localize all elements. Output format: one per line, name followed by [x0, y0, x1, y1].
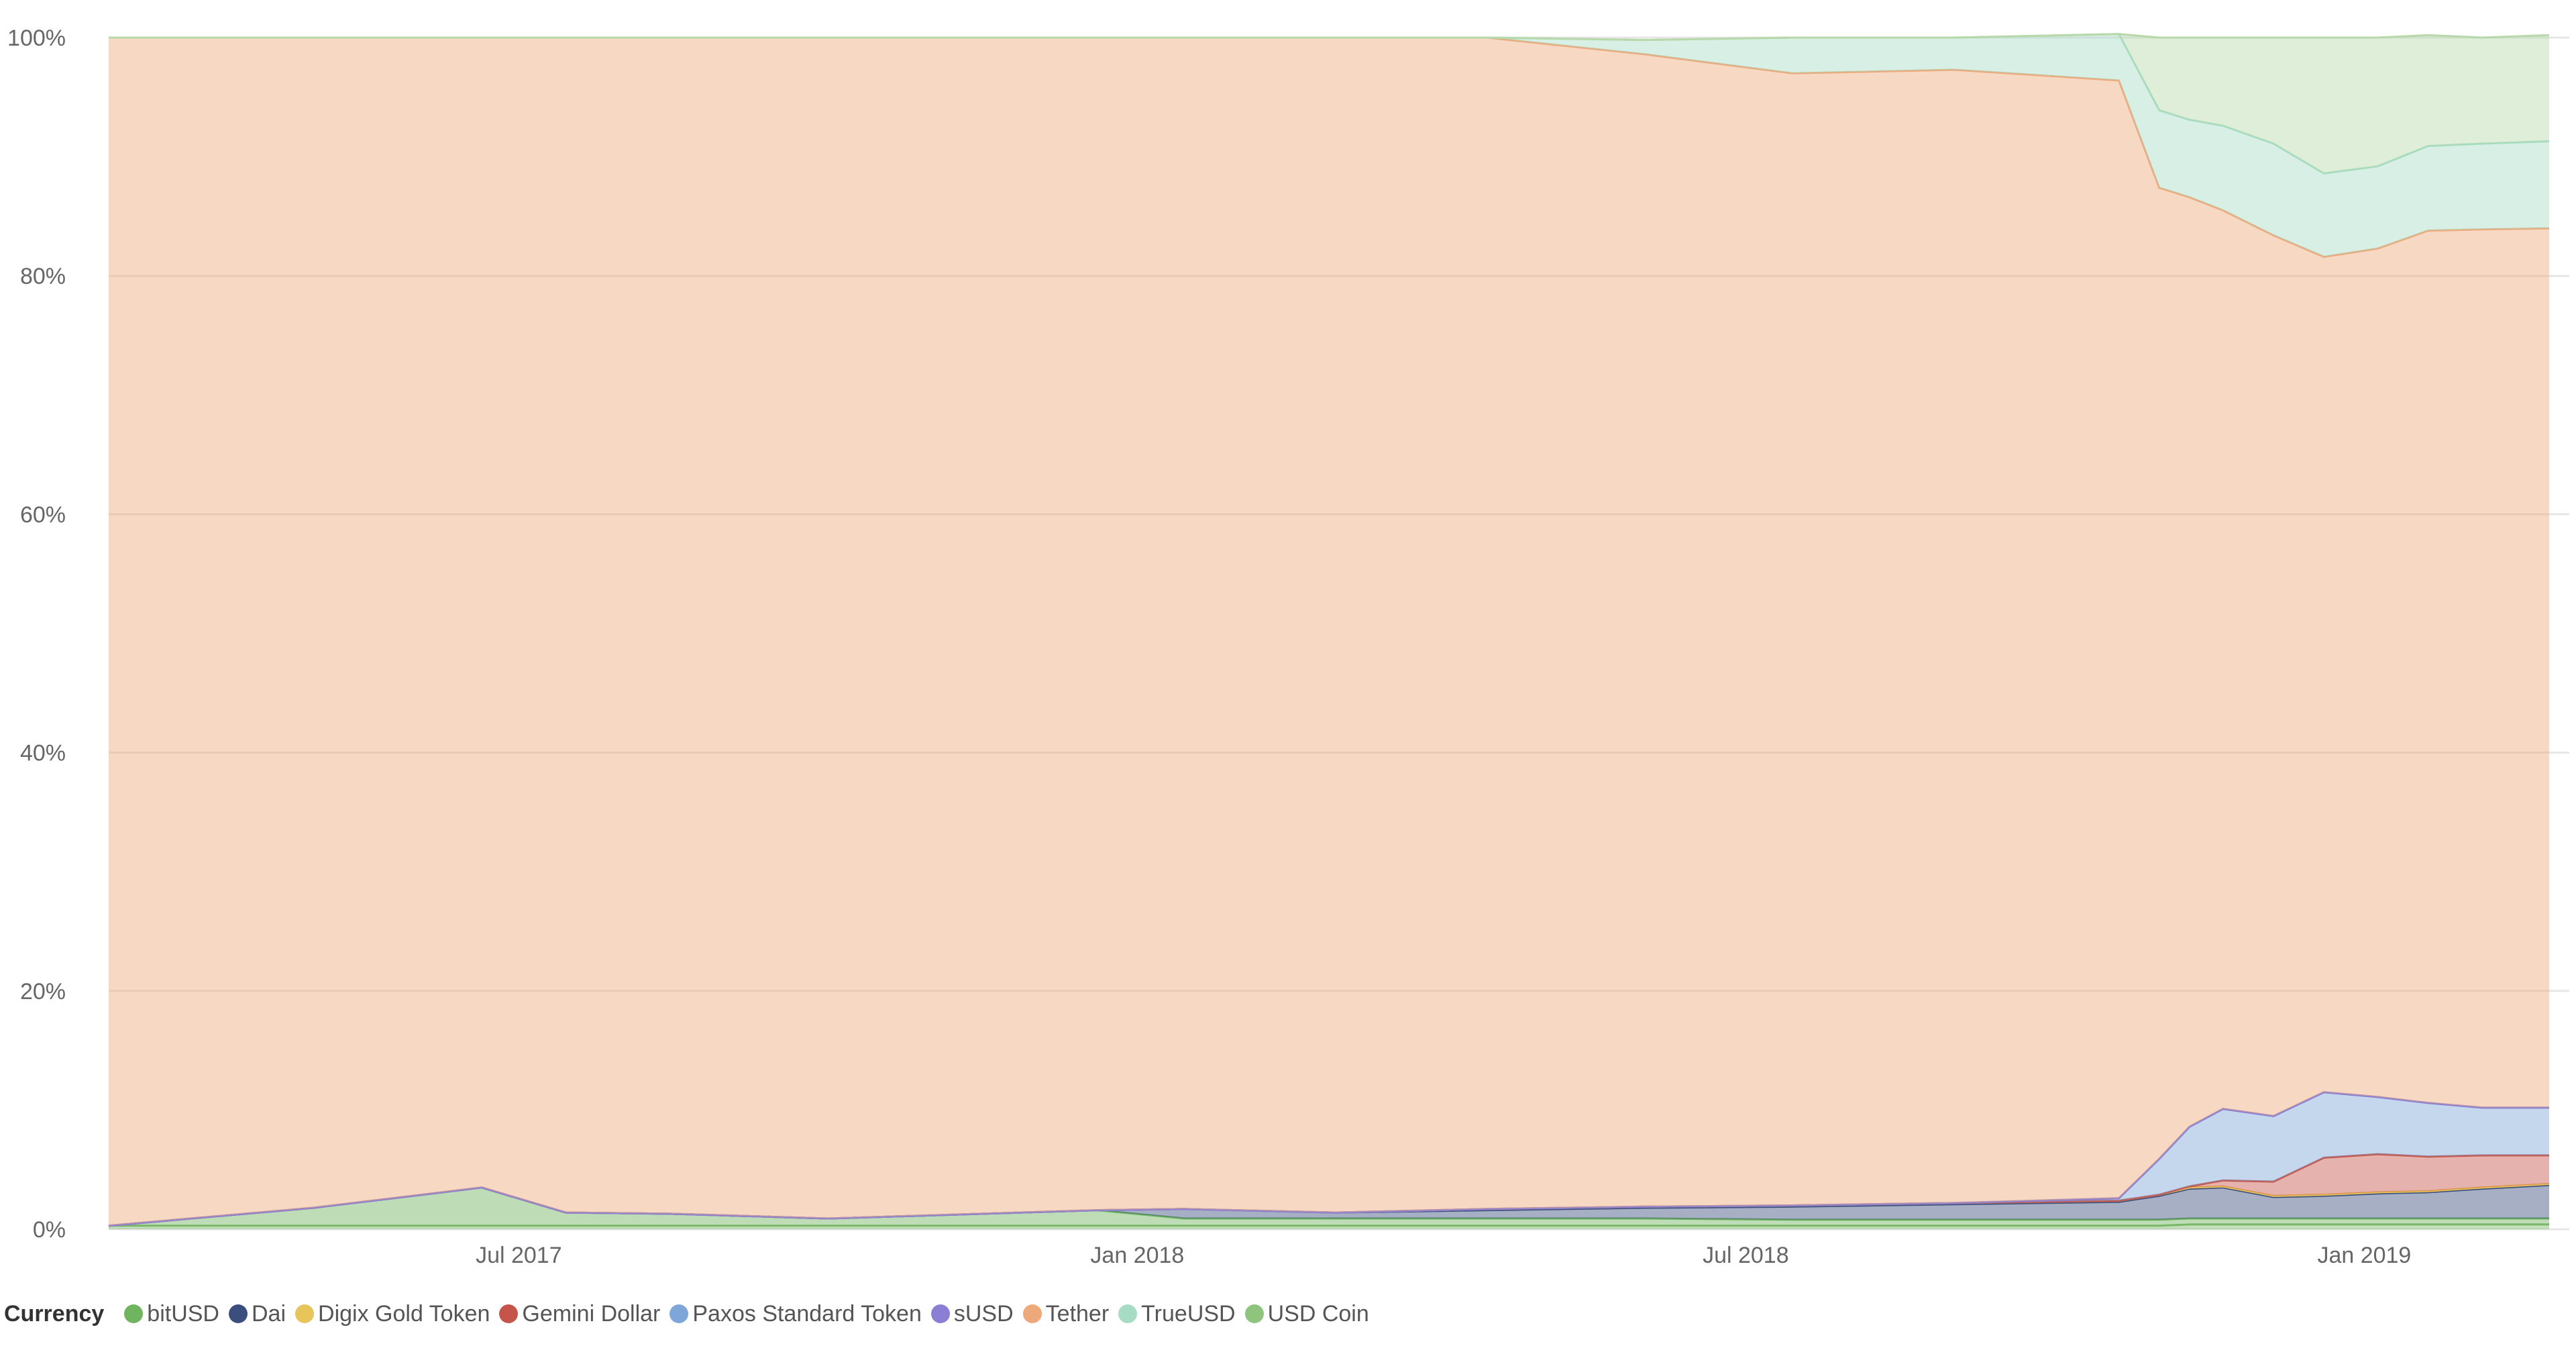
legend-item-paxos-standard-token[interactable]: Paxos Standard Token: [669, 1301, 922, 1327]
area-trueusd: [109, 34, 2549, 257]
legend-swatch: [228, 1304, 248, 1323]
legend-item-susd[interactable]: sUSD: [930, 1300, 1014, 1327]
x-tick-label: Jul 2018: [1703, 1243, 1789, 1268]
series-line-susd: [108, 1091, 2549, 1227]
x-tick-label: Jan 2019: [2317, 1243, 2411, 1268]
legend-label: Tether: [1045, 1300, 1110, 1327]
legend-item-bitusd[interactable]: bitUSD: [124, 1301, 219, 1327]
legend-title: Currency: [4, 1300, 105, 1327]
y-tick-label: 80%: [20, 264, 66, 289]
area-dai: [109, 1185, 2549, 1226]
legend-label: Paxos Standard Token: [692, 1300, 922, 1327]
legend-item-tether[interactable]: Tether: [1022, 1300, 1110, 1327]
legend-item-trueusd[interactable]: TrueUSD: [1118, 1300, 1236, 1327]
legend-label: Digix Gold Token: [318, 1300, 490, 1327]
area-tether: [109, 38, 2549, 1226]
y-tick-label: 100%: [7, 25, 66, 51]
legend-label: USD Coin: [1267, 1300, 1369, 1327]
legend-label: Dai: [251, 1300, 286, 1327]
legend-item-dai[interactable]: Dai: [228, 1300, 286, 1327]
legend-swatch: [1022, 1304, 1042, 1323]
legend-item-usd-coin[interactable]: USD Coin: [1244, 1300, 1369, 1327]
x-tick-label: Jan 2018: [1090, 1243, 1184, 1268]
y-tick-label: 60%: [20, 502, 66, 527]
legend-swatch: [124, 1304, 144, 1323]
legend-swatch: [499, 1304, 519, 1323]
legend-swatch: [1118, 1304, 1138, 1323]
legend-label: TrueUSD: [1141, 1300, 1236, 1327]
x-tick-label: Jul 2017: [476, 1243, 562, 1268]
legend-item-digix-gold-token[interactable]: Digix Gold Token: [295, 1301, 490, 1327]
legend-items: bitUSD Dai Digix Gold Token Gemini Dollar Pa…: [124, 1301, 1379, 1327]
legend: Currency bitUSD Dai Digix Gold Token Gemini…: [4, 1294, 1379, 1334]
area-paxos-standard-token: [109, 1092, 2549, 1226]
stacked-area-chart: 0%20%40%60%80%100% Jul 2017 Jan 2018 Jul 2…: [7, 25, 2569, 1268]
area-usd-coin: [109, 1224, 2549, 1229]
series-line-usd-coin: [109, 1223, 2549, 1227]
legend-label: Gemini Dollar: [522, 1300, 661, 1327]
legend-swatch: [669, 1304, 689, 1323]
legend-swatch: [295, 1304, 315, 1323]
y-tick-label: 40%: [20, 741, 66, 766]
legend-swatch: [1244, 1304, 1264, 1323]
y-tick-label: 0%: [33, 1217, 66, 1243]
y-axis-ticks: 0% 20% 40% 60% 80% 100%: [7, 25, 66, 1243]
area-other: [109, 34, 2549, 174]
series-areas: [108, 33, 2550, 1229]
y-tick-label: 20%: [20, 979, 66, 1004]
series-line-other: [109, 33, 2550, 42]
legend-swatch: [930, 1304, 950, 1323]
legend-item-gemini-dollar[interactable]: Gemini Dollar: [499, 1301, 660, 1327]
legend-label: sUSD: [953, 1300, 1014, 1327]
legend-label: bitUSD: [147, 1300, 219, 1327]
x-axis-ticks: Jul 2017 Jan 2018 Jul 2018 Jan 2019: [476, 1243, 2411, 1268]
